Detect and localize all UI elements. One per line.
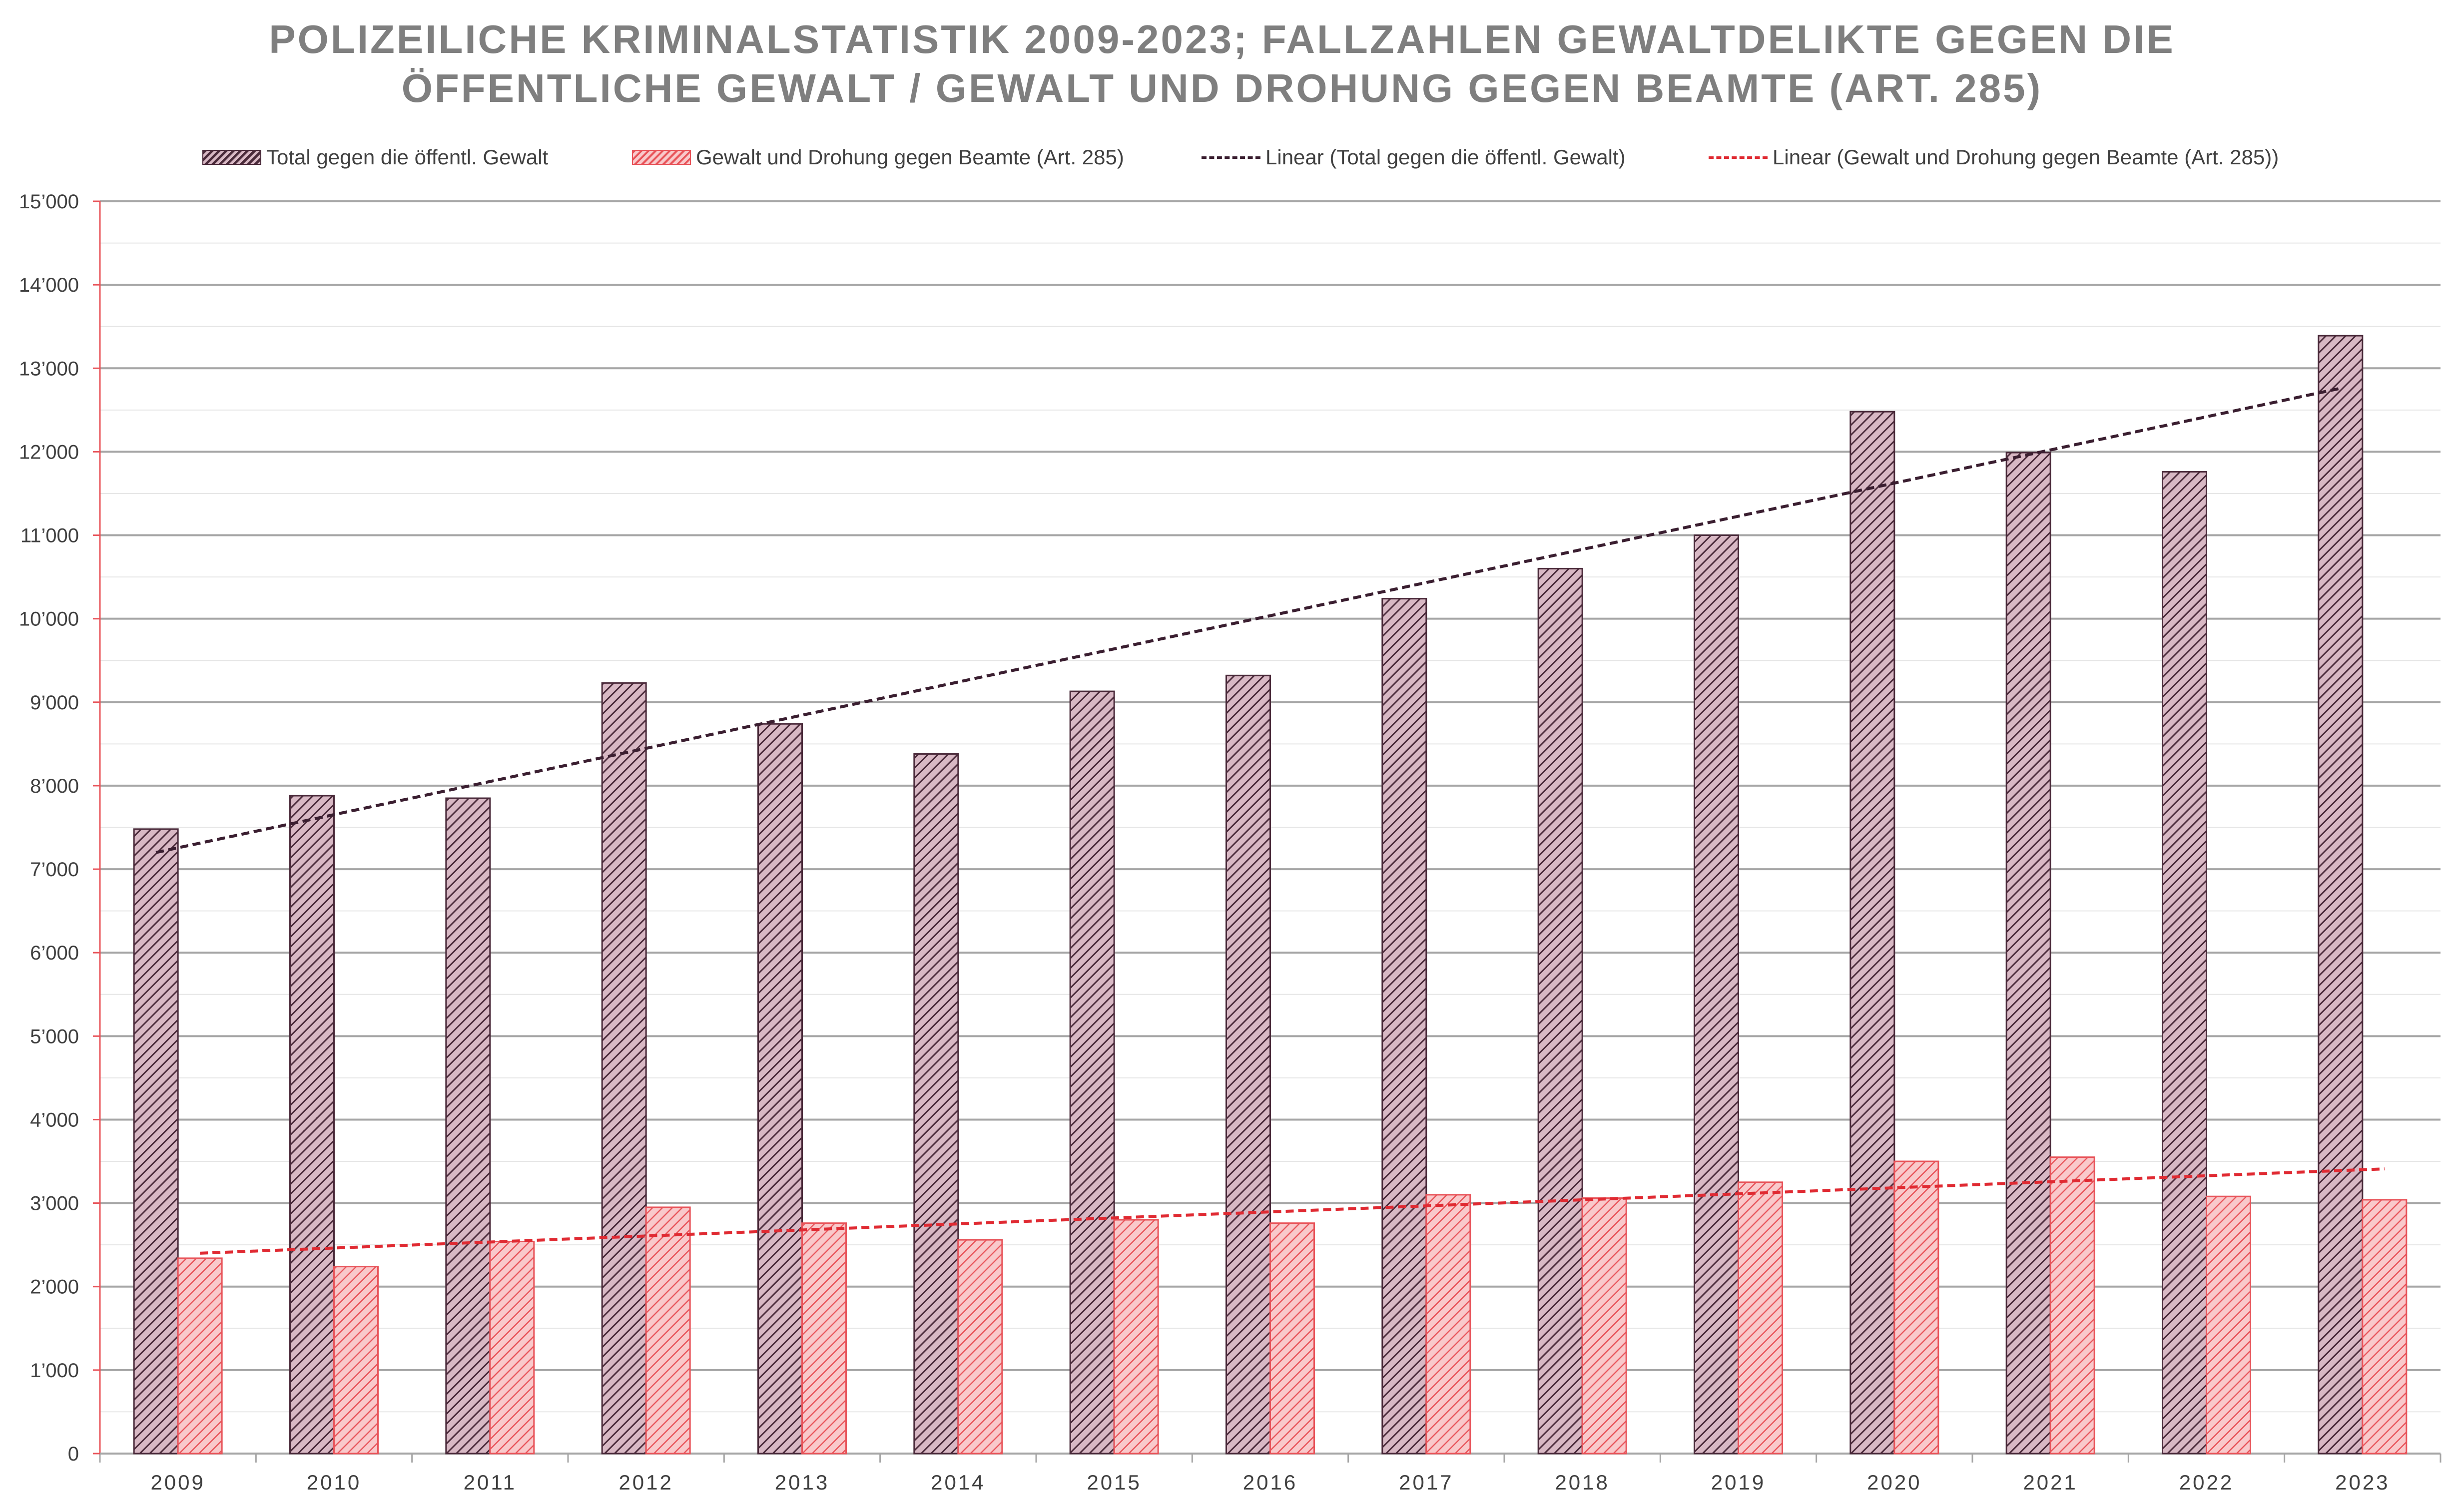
x-tick-label: 2013 — [775, 1471, 829, 1494]
y-tick-label: 15’000 — [19, 191, 79, 213]
chart-title-line-2: ÖFFENTLICHE GEWALT / GEWALT UND DROHUNG … — [401, 66, 2043, 110]
bar-beamte-2015[interactable] — [1113, 1219, 1159, 1455]
legend-swatch-total — [202, 150, 261, 165]
bar-total-2013[interactable] — [757, 723, 803, 1455]
legend-item-beamte[interactable]: Gewalt und Drohung gegen Beamte (Art. 28… — [632, 142, 1124, 172]
bar-total-2012[interactable] — [601, 682, 647, 1455]
x-tick-label: 2009 — [150, 1471, 205, 1494]
bar-beamte-2021[interactable] — [2049, 1156, 2095, 1455]
x-tick-label: 2010 — [307, 1471, 361, 1494]
legend-label-total: Total gegen die öffentl. Gewalt — [266, 145, 549, 169]
bar-total-2016[interactable] — [1225, 674, 1271, 1455]
bar-total-2009[interactable] — [133, 828, 179, 1455]
legend-item-total[interactable]: Total gegen die öffentl. Gewalt — [202, 142, 548, 172]
bar-beamte-2013[interactable] — [801, 1222, 847, 1455]
bar-total-2019[interactable] — [1694, 534, 1739, 1455]
legend-line-trend-beamte — [1709, 156, 1768, 159]
bar-total-2022[interactable] — [2162, 471, 2207, 1455]
x-tick-label: 2017 — [1399, 1471, 1453, 1494]
y-tick-label: 11’000 — [20, 525, 79, 547]
x-axis-ticks: 2009 2010 2011 2012 2013 2014 2015 2016 2017 2018… — [150, 1471, 2390, 1494]
bar-beamte-2018[interactable] — [1581, 1197, 1627, 1455]
legend-swatch-beamte — [632, 150, 691, 165]
y-tick-label: 3’000 — [30, 1193, 79, 1215]
chart-legend: Total gegen die öffentl. Gewalt Gewalt u… — [0, 142, 2444, 172]
legend-label-beamte: Gewalt und Drohung gegen Beamte (Art. 28… — [696, 145, 1124, 169]
bar-beamte-2020[interactable] — [1893, 1160, 1939, 1455]
x-tick-label: 2014 — [931, 1471, 985, 1494]
chart-title-line-1: POLIZEILICHE KRIMINALSTATISTIK 2009-2023… — [269, 17, 2175, 61]
bar-beamte-2023[interactable] — [2362, 1199, 2408, 1455]
y-tick-label: 13’000 — [19, 358, 79, 380]
bars — [133, 335, 2408, 1455]
x-tick-label: 2020 — [1867, 1471, 1921, 1494]
legend-label-trend-total: Linear (Total gegen die öffentl. Gewalt) — [1265, 145, 1626, 169]
x-tick-label: 2021 — [2023, 1471, 2077, 1494]
bar-total-2017[interactable] — [1381, 598, 1427, 1455]
bar-beamte-2012[interactable] — [645, 1206, 691, 1455]
x-tick-label: 2016 — [1243, 1471, 1297, 1494]
bar-beamte-2010[interactable] — [333, 1266, 379, 1455]
bar-total-2014[interactable] — [913, 753, 959, 1455]
y-tick-label: 9’000 — [30, 692, 79, 714]
y-tick-label: 2’000 — [30, 1276, 79, 1298]
x-tick-label: 2011 — [464, 1471, 517, 1494]
bar-total-2023[interactable] — [2318, 335, 2364, 1455]
x-tick-label: 2022 — [2179, 1471, 2234, 1494]
legend-item-trend-beamte[interactable]: Linear (Gewalt und Drohung gegen Beamte … — [1709, 142, 2279, 172]
x-tick-label: 2012 — [618, 1471, 673, 1494]
y-tick-label: 7’000 — [30, 859, 79, 881]
trendline-total — [155, 387, 2341, 854]
y-tick-label: 6’000 — [30, 942, 79, 964]
legend-item-trend-total[interactable]: Linear (Total gegen die öffentl. Gewalt) — [1202, 142, 1626, 172]
y-axis-ticks: 0 1’000 2’000 3’000 4’000 5’000 6’000 7’000 8’00… — [19, 191, 79, 1465]
trendline-beamte — [200, 1167, 2385, 1255]
y-tick-label: 5’000 — [30, 1025, 79, 1047]
y-tick-label: 8’000 — [30, 775, 79, 797]
bar-beamte-2014[interactable] — [957, 1239, 1003, 1455]
bar-beamte-2011[interactable] — [489, 1240, 535, 1455]
legend-label-trend-beamte: Linear (Gewalt und Drohung gegen Beamte … — [1773, 145, 2279, 169]
x-tick-label: 2019 — [1711, 1471, 1766, 1494]
bar-total-2018[interactable] — [1537, 567, 1583, 1455]
y-tick-label: 12’000 — [19, 441, 79, 463]
trendlines — [155, 387, 2385, 1255]
chart-title: POLIZEILICHE KRIMINALSTATISTIK 2009-2023… — [0, 15, 2444, 113]
x-tick-label: 2015 — [1087, 1471, 1141, 1494]
legend-line-trend-total — [1202, 156, 1260, 159]
bar-total-2010[interactable] — [289, 795, 335, 1455]
bar-beamte-2009[interactable] — [177, 1257, 223, 1455]
x-tick-label: 2023 — [2335, 1471, 2390, 1494]
bar-beamte-2016[interactable] — [1269, 1222, 1315, 1455]
bar-beamte-2022[interactable] — [2206, 1195, 2251, 1455]
bar-beamte-2017[interactable] — [1425, 1194, 1471, 1455]
y-tick-label: 10’000 — [19, 608, 79, 630]
y-tick-label: 4’000 — [30, 1109, 79, 1131]
bar-beamte-2019[interactable] — [1738, 1181, 1783, 1455]
bar-total-2015[interactable] — [1069, 690, 1115, 1455]
x-tick-label: 2018 — [1555, 1471, 1609, 1494]
y-tick-label: 1’000 — [30, 1360, 79, 1382]
bar-total-2021[interactable] — [2005, 452, 2051, 1455]
bar-total-2020[interactable] — [1849, 411, 1895, 1455]
bar-total-2011[interactable] — [445, 797, 491, 1455]
y-tick-label: 14’000 — [19, 274, 79, 296]
y-tick-label: 0 — [68, 1443, 79, 1465]
